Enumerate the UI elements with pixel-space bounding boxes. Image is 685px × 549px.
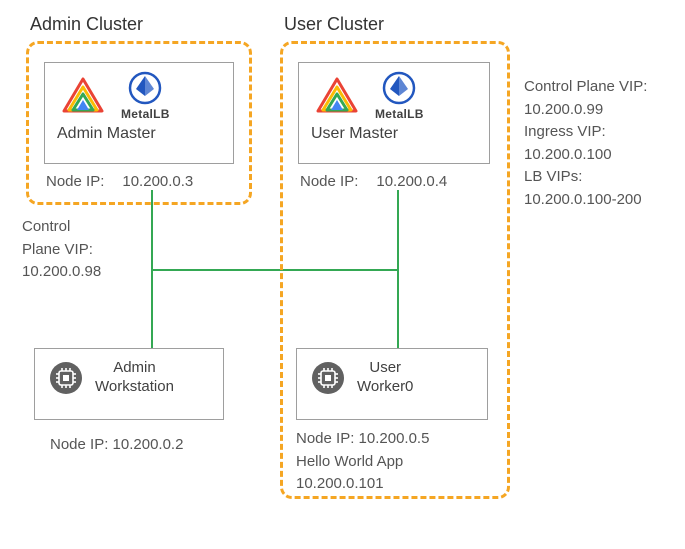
metallb-label: MetalLB xyxy=(375,107,424,121)
user-worker-below: Node IP: 10.200.0.5 Hello World App 10.2… xyxy=(296,428,429,496)
nodeip-label: Node IP: xyxy=(300,173,358,190)
chip-icon xyxy=(49,361,83,395)
user-cluster-title: User Cluster xyxy=(284,14,384,35)
admin-workstation-below: Node IP: 10.200.0.2 xyxy=(50,434,183,457)
user-master-box: MetalLB User Master xyxy=(298,62,490,164)
chip-icon xyxy=(311,361,345,395)
user-worker-title: User Worker0 xyxy=(357,359,413,397)
admin-cluster-title: Admin Cluster xyxy=(30,14,143,35)
admin-workstation-title: Admin Workstation xyxy=(95,359,174,397)
admin-workstation-box: Admin Workstation xyxy=(34,348,224,420)
nodeip-value: 10.200.0.3 xyxy=(122,173,193,190)
user-master-label: User Master xyxy=(311,125,479,143)
metallb-icon xyxy=(128,71,162,105)
admin-cp-vip-text: Control Plane VIP: 10.200.0.98 xyxy=(22,216,101,284)
admin-master-label: Admin Master xyxy=(57,125,223,143)
user-side-text: Control Plane VIP: 10.200.0.99 Ingress V… xyxy=(524,76,647,211)
metallb-icon xyxy=(382,71,416,105)
nodeip-value: 10.200.0.4 xyxy=(376,173,447,190)
nodeip-label: Node IP: xyxy=(46,173,104,190)
anthos-icon xyxy=(315,77,359,115)
metallb-label: MetalLB xyxy=(121,107,170,121)
user-worker-box: User Worker0 xyxy=(296,348,488,420)
anthos-icon xyxy=(61,77,105,115)
admin-master-nodeip: Node IP: 10.200.0.3 xyxy=(44,173,234,190)
user-master-nodeip: Node IP: 10.200.0.4 xyxy=(298,173,490,190)
admin-master-box: MetalLB Admin Master xyxy=(44,62,234,164)
